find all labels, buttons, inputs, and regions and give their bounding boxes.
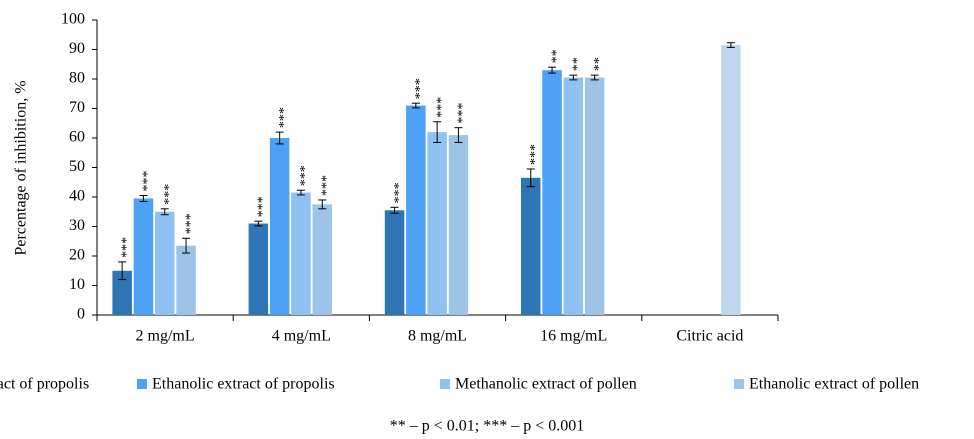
bar [112, 270, 132, 315]
significance-label: *** [183, 213, 198, 234]
bar [448, 135, 469, 315]
significance-label: ** [571, 57, 586, 71]
significance-label: *** [413, 78, 428, 99]
bar [521, 177, 541, 315]
x-tick-label: 8 mg/mL [408, 328, 467, 345]
y-tick-label: 40 [69, 188, 85, 205]
y-tick-label: 20 [69, 247, 85, 264]
significance-label: *** [456, 103, 471, 124]
bar [176, 245, 196, 315]
x-tick-label: 16 mg/mL [540, 328, 607, 345]
bar [721, 45, 741, 315]
y-tick-label: 0 [77, 306, 85, 323]
footnote: ** – p < 0.01; *** – p < 0.001 [390, 418, 585, 435]
legend-label: Ethanolic extract of propolis [152, 376, 335, 393]
legend-swatch [440, 379, 450, 389]
legend-label: Methanolic extract of pollen [455, 376, 637, 393]
bar [384, 210, 405, 315]
significance-label: *** [277, 107, 292, 128]
significance-label: *** [256, 196, 271, 217]
legend-swatch [137, 379, 147, 389]
bar [584, 77, 605, 316]
y-tick-label: 60 [69, 129, 85, 146]
legend-label: Methanolic extract of propolis [0, 376, 89, 393]
bar [269, 138, 290, 315]
significance-label: *** [298, 165, 313, 186]
significance-label: *** [119, 237, 134, 258]
y-axis-title: Percentage of inhibition, % [13, 80, 30, 255]
x-tick-label: 4 mg/mL [272, 328, 331, 345]
bar [248, 223, 269, 315]
y-tick-label: 80 [69, 70, 85, 87]
significance-label: ** [592, 57, 607, 71]
significance-label: *** [162, 184, 177, 205]
x-tick-label: Citric acid [676, 328, 743, 345]
bar [133, 198, 154, 315]
x-tick-label: 2 mg/mL [136, 328, 195, 345]
significance-label: *** [392, 182, 407, 203]
bar [542, 70, 562, 316]
y-tick-label: 50 [69, 158, 85, 175]
significance-label: *** [434, 97, 449, 118]
significance-label: ** [549, 49, 564, 63]
y-tick-label: 70 [69, 99, 85, 116]
significance-label: *** [319, 175, 334, 196]
bar [155, 211, 175, 315]
y-tick-label: 90 [69, 40, 85, 57]
bar [563, 77, 584, 316]
legend-swatch [734, 379, 744, 389]
bar [406, 105, 426, 315]
legend-label: Ethanolic extract of pollen [749, 376, 919, 393]
bar [312, 204, 332, 315]
significance-label: *** [528, 144, 543, 165]
significance-label: *** [141, 171, 156, 192]
y-tick-label: 100 [61, 11, 85, 28]
bar [427, 132, 447, 315]
y-tick-label: 10 [69, 276, 85, 293]
y-tick-label: 30 [69, 217, 85, 234]
bar [291, 192, 311, 315]
